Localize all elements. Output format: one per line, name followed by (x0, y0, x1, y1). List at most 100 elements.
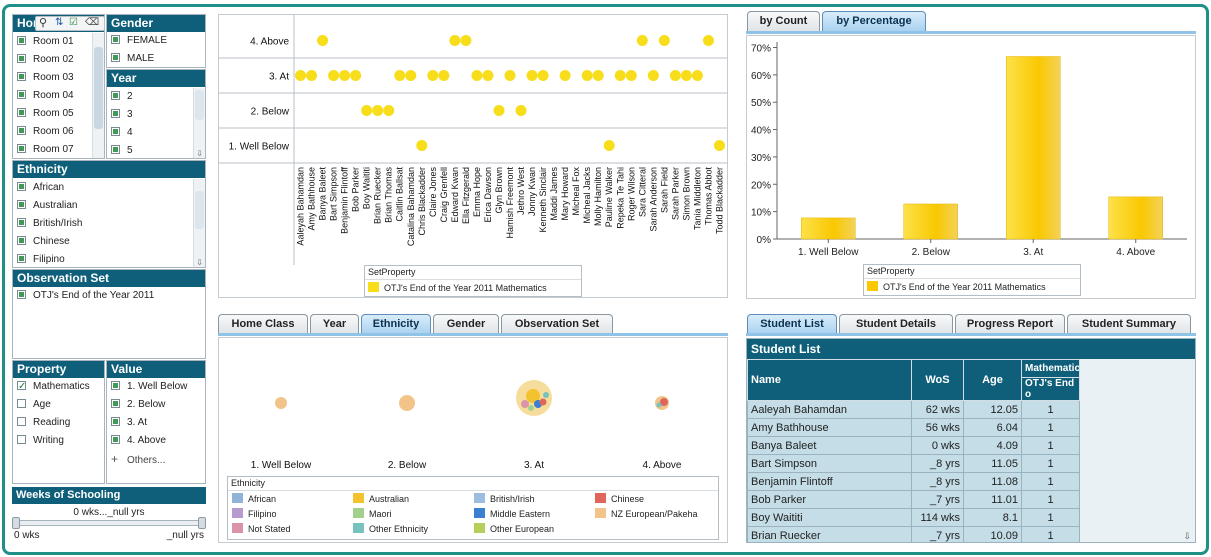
bar[interactable] (903, 203, 958, 240)
checkbox[interactable] (17, 144, 26, 153)
ethnicity-legend-item[interactable]: Other European (474, 523, 554, 534)
tab-observation-set[interactable]: Observation Set (501, 314, 613, 334)
home-class-item[interactable]: Room 06 (13, 123, 93, 141)
col-name-header[interactable]: Name (747, 359, 912, 401)
bubble[interactable] (399, 395, 415, 411)
strip-point[interactable] (449, 35, 461, 46)
col-math-header[interactable]: Mathematic (1021, 359, 1080, 378)
checkbox[interactable] (111, 145, 120, 154)
ethnicity-legend-item[interactable]: Maori (353, 508, 392, 519)
sort-icon[interactable]: ⇅ (55, 17, 64, 28)
strip-point[interactable] (691, 70, 703, 81)
strip-point[interactable] (394, 70, 406, 81)
bubble[interactable] (528, 405, 534, 411)
checkbox[interactable] (17, 182, 26, 191)
strip-point[interactable] (328, 70, 340, 81)
strip-point[interactable] (669, 70, 681, 81)
tab-ethnicity[interactable]: Ethnicity (361, 314, 431, 334)
strip-point[interactable] (295, 70, 307, 81)
weeks-slider-max-handle[interactable] (198, 517, 206, 529)
ethnicity-legend-item[interactable]: Middle Eastern (474, 508, 550, 519)
col-wos-header[interactable]: WoS (911, 359, 964, 401)
ethnicity-item[interactable]: Australian (13, 197, 193, 215)
col-age-header[interactable]: Age (963, 359, 1022, 401)
tab-student-summary[interactable]: Student Summary (1067, 314, 1191, 334)
checkbox[interactable] (111, 91, 120, 100)
value-others[interactable]: + Others... (111, 452, 166, 466)
tab-by-count[interactable]: by Count (747, 11, 820, 31)
ethnicity-item[interactable]: Filipino (13, 251, 193, 267)
strip-point[interactable] (592, 70, 604, 81)
ethnicity-item[interactable]: African (13, 179, 193, 197)
strip-point[interactable] (581, 70, 593, 81)
weeks-slider-track[interactable] (16, 520, 202, 526)
ethnicity-scrollbar[interactable]: ⇩ (193, 179, 205, 267)
checkbox[interactable] (111, 109, 120, 118)
year-item[interactable]: 2 (107, 88, 193, 106)
ethnicity-legend-item[interactable]: Chinese (595, 493, 644, 504)
strip-point[interactable] (713, 140, 725, 151)
table-row[interactable]: Boy Waititi 114 wks 8.1 1 (747, 508, 1080, 527)
checkbox[interactable] (17, 200, 26, 209)
bar[interactable] (801, 217, 856, 240)
value-item[interactable]: 1. Well Below (107, 378, 205, 396)
checkbox[interactable] (17, 108, 26, 117)
value-item[interactable]: 4. Above (107, 432, 205, 450)
home-class-item[interactable]: Room 04 (13, 87, 93, 105)
strip-point[interactable] (361, 105, 373, 116)
home-class-item[interactable]: Room 03 (13, 69, 93, 87)
col-otj-header[interactable]: OTJ's End o (1021, 377, 1080, 401)
strip-point[interactable] (482, 70, 494, 81)
strip-point[interactable] (658, 35, 670, 46)
table-row[interactable]: Aaleyah Bahamdan 62 wks 12.05 1 (747, 400, 1080, 419)
strip-point[interactable] (317, 35, 329, 46)
strip-point[interactable] (636, 35, 648, 46)
bubble[interactable] (543, 392, 549, 398)
table-row[interactable]: Brian Ruecker _7 yrs 10.09 1 (747, 526, 1080, 542)
search-icon[interactable]: ⚲ (39, 17, 48, 29)
ethnicity-legend-item[interactable]: Not Stated (232, 523, 291, 534)
home-class-item[interactable]: Room 07 (13, 141, 93, 158)
tab-gender[interactable]: Gender (433, 314, 499, 334)
eraser-icon[interactable]: ⌫ (85, 17, 100, 28)
checkbox[interactable] (111, 417, 120, 426)
year-item[interactable]: 5 (107, 142, 193, 158)
bubble[interactable] (526, 389, 540, 403)
checkbox[interactable] (111, 53, 120, 62)
table-row[interactable]: Bart Simpson _8 yrs 11.05 1 (747, 454, 1080, 473)
strip-point[interactable] (460, 35, 472, 46)
strip-point[interactable] (515, 105, 527, 116)
table-row[interactable]: Bob Parker _7 yrs 11.01 1 (747, 490, 1080, 509)
checkbox[interactable] (17, 90, 26, 99)
bar[interactable] (1108, 196, 1163, 240)
weeks-slider-min-handle[interactable] (12, 517, 20, 529)
strip-point[interactable] (438, 70, 450, 81)
checkbox[interactable] (17, 290, 26, 299)
checkbox[interactable] (111, 127, 120, 136)
year-item[interactable]: 4 (107, 124, 193, 142)
table-scroll-down-icon[interactable]: ⇩ (1183, 531, 1191, 541)
checkbox[interactable] (111, 399, 120, 408)
strip-point[interactable] (471, 70, 483, 81)
strip-point[interactable] (372, 105, 384, 116)
year-item[interactable]: 3 (107, 106, 193, 124)
table-row[interactable]: Benjamin Flintoff _8 yrs 11.08 1 (747, 472, 1080, 491)
strip-point[interactable] (526, 70, 538, 81)
checkbox[interactable] (17, 218, 26, 227)
ethnicity-legend-item[interactable]: British/Irish (474, 493, 535, 504)
checkbox[interactable] (17, 254, 26, 263)
strip-point[interactable] (427, 70, 439, 81)
strip-point[interactable] (702, 35, 714, 46)
bar[interactable] (1006, 56, 1061, 240)
bubble[interactable] (275, 397, 287, 409)
checkbox[interactable] (17, 399, 26, 408)
strip-point[interactable] (537, 70, 549, 81)
bubble[interactable] (521, 400, 529, 408)
strip-point[interactable] (405, 70, 417, 81)
checkbox[interactable] (17, 126, 26, 135)
strip-point[interactable] (504, 70, 516, 81)
property-item[interactable]: Age (13, 396, 104, 414)
checkbox[interactable] (17, 236, 26, 245)
table-row[interactable]: Amy Bathhouse 56 wks 6.04 1 (747, 418, 1080, 437)
ethnicity-legend-item[interactable]: NZ European/Pakeha (595, 508, 698, 519)
